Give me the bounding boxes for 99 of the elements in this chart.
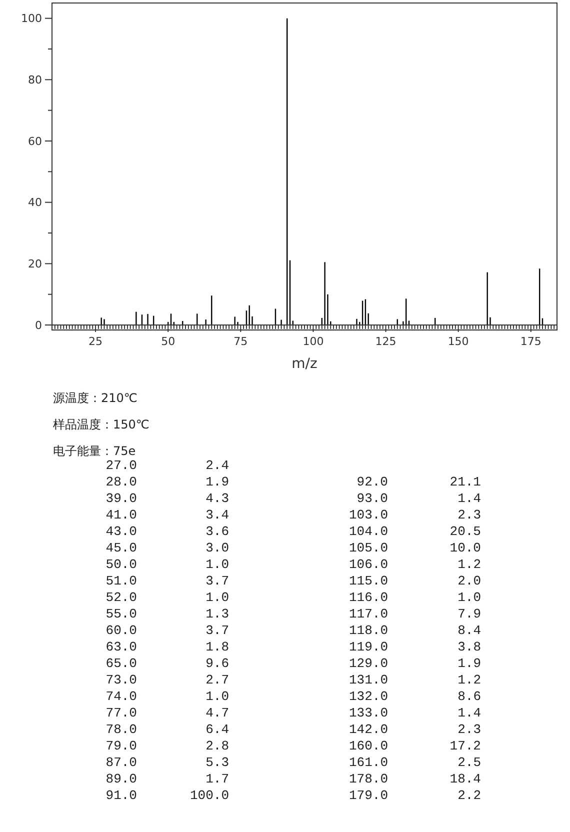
text: 3.8 xyxy=(458,640,481,654)
category-label: 50.0 xyxy=(106,557,137,572)
text: 1.0 xyxy=(206,557,229,572)
category-label: 51.0 xyxy=(106,574,137,588)
category-label: 160.0 xyxy=(348,738,388,754)
text: 4.3 xyxy=(206,491,229,506)
text: 1.4 xyxy=(458,491,481,506)
text: 2.5 xyxy=(458,755,481,770)
text: 17.2 xyxy=(450,738,481,754)
category-label: 77.0 xyxy=(106,706,137,720)
category-label: 78.0 xyxy=(106,722,137,737)
text: 21.1 xyxy=(450,474,481,490)
text: 1.3 xyxy=(206,606,229,622)
text: 3.0 xyxy=(206,540,229,556)
y-tick-label: 60 xyxy=(28,134,42,148)
x-tick-label: 125 xyxy=(375,335,396,348)
category-label: 119.0 xyxy=(348,640,388,654)
text: 1.7 xyxy=(206,772,229,786)
category-label: 60.0 xyxy=(106,623,137,638)
text: 电子能量：75e xyxy=(53,444,136,458)
category-label: 73.0 xyxy=(106,672,137,688)
category-label: 117.0 xyxy=(348,606,388,622)
text: 1.2 xyxy=(458,557,481,572)
category-label: 115.0 xyxy=(348,574,388,588)
category-label: 39.0 xyxy=(106,491,137,506)
category-label: 45.0 xyxy=(106,540,137,556)
category-label: 131.0 xyxy=(348,672,388,688)
text: 20.5 xyxy=(450,524,481,539)
text: 10.0 xyxy=(450,540,481,556)
category-label: 74.0 xyxy=(106,689,137,704)
text: 1.0 xyxy=(206,689,229,704)
text: 2.8 xyxy=(206,738,229,754)
category-label: 116.0 xyxy=(348,590,388,605)
category-label: 92.0 xyxy=(356,474,388,490)
category-label: 52.0 xyxy=(106,590,137,605)
y-tick-label: 40 xyxy=(28,196,42,210)
text: 8.6 xyxy=(458,689,481,704)
category-label: 63.0 xyxy=(106,640,137,654)
category-label: 129.0 xyxy=(348,656,388,671)
category-label: 87.0 xyxy=(106,755,137,770)
text: 2.3 xyxy=(458,508,481,522)
text: 18.4 xyxy=(450,772,481,786)
category-label: 43.0 xyxy=(106,524,137,539)
category-label: 132.0 xyxy=(348,689,388,704)
x-tick-label: 100 xyxy=(302,335,324,348)
category-label: 104.0 xyxy=(348,524,388,539)
category-label: 55.0 xyxy=(106,606,137,622)
x-axis-title: m/z xyxy=(292,356,318,372)
text: 9.6 xyxy=(206,656,229,671)
x-tick-label: 150 xyxy=(448,335,469,348)
text: 1.0 xyxy=(458,590,481,605)
text: 5.3 xyxy=(206,755,229,770)
text: 4.7 xyxy=(206,706,229,720)
text: 1.8 xyxy=(206,640,229,654)
text: 3.4 xyxy=(206,508,229,522)
text: 2.0 xyxy=(458,574,481,588)
text: 源温度：210℃ xyxy=(53,391,138,405)
y-tick-label: 0 xyxy=(35,318,42,332)
text: 100.0 xyxy=(190,788,229,803)
text: 1.9 xyxy=(458,656,481,671)
category-label: 27.0 xyxy=(106,458,137,473)
text: 2.4 xyxy=(206,458,229,473)
text: 1.0 xyxy=(206,590,229,605)
category-label: 178.0 xyxy=(348,772,388,786)
text: 1.4 xyxy=(458,706,481,720)
text: 3.7 xyxy=(206,574,229,588)
category-label: 79.0 xyxy=(106,738,137,754)
text: 6.4 xyxy=(206,722,229,737)
text: 7.9 xyxy=(458,606,481,622)
category-label: 179.0 xyxy=(348,788,388,803)
x-tick-label: 25 xyxy=(88,335,103,348)
y-tick-label: 100 xyxy=(21,12,42,26)
text: 3.7 xyxy=(206,623,229,638)
x-tick-label: 175 xyxy=(520,335,542,348)
category-label: 91.0 xyxy=(106,788,137,803)
category-label: 106.0 xyxy=(348,557,388,572)
text: 1.9 xyxy=(206,474,229,490)
category-label: 41.0 xyxy=(106,508,137,522)
text: 1.2 xyxy=(458,672,481,688)
category-label: 118.0 xyxy=(348,623,388,638)
text: 2.2 xyxy=(458,788,481,803)
x-tick-label: 75 xyxy=(234,335,248,348)
category-label: 103.0 xyxy=(348,508,388,522)
category-label: 142.0 xyxy=(348,722,388,737)
text: 8.4 xyxy=(458,623,481,638)
text: 样品温度：150℃ xyxy=(53,418,150,432)
y-tick-label: 80 xyxy=(28,74,42,87)
text: 2.3 xyxy=(458,722,481,737)
category-label: 161.0 xyxy=(348,755,388,770)
x-tick-label: 50 xyxy=(161,335,176,348)
y-tick-label: 20 xyxy=(28,258,42,271)
category-label: 105.0 xyxy=(348,540,388,556)
category-label: 93.0 xyxy=(356,491,388,506)
category-label: 89.0 xyxy=(106,772,137,786)
category-label: 28.0 xyxy=(106,474,137,490)
text: 2.7 xyxy=(206,672,229,688)
text: 3.6 xyxy=(206,524,229,539)
category-label: 133.0 xyxy=(348,706,388,720)
category-label: 65.0 xyxy=(106,656,137,671)
